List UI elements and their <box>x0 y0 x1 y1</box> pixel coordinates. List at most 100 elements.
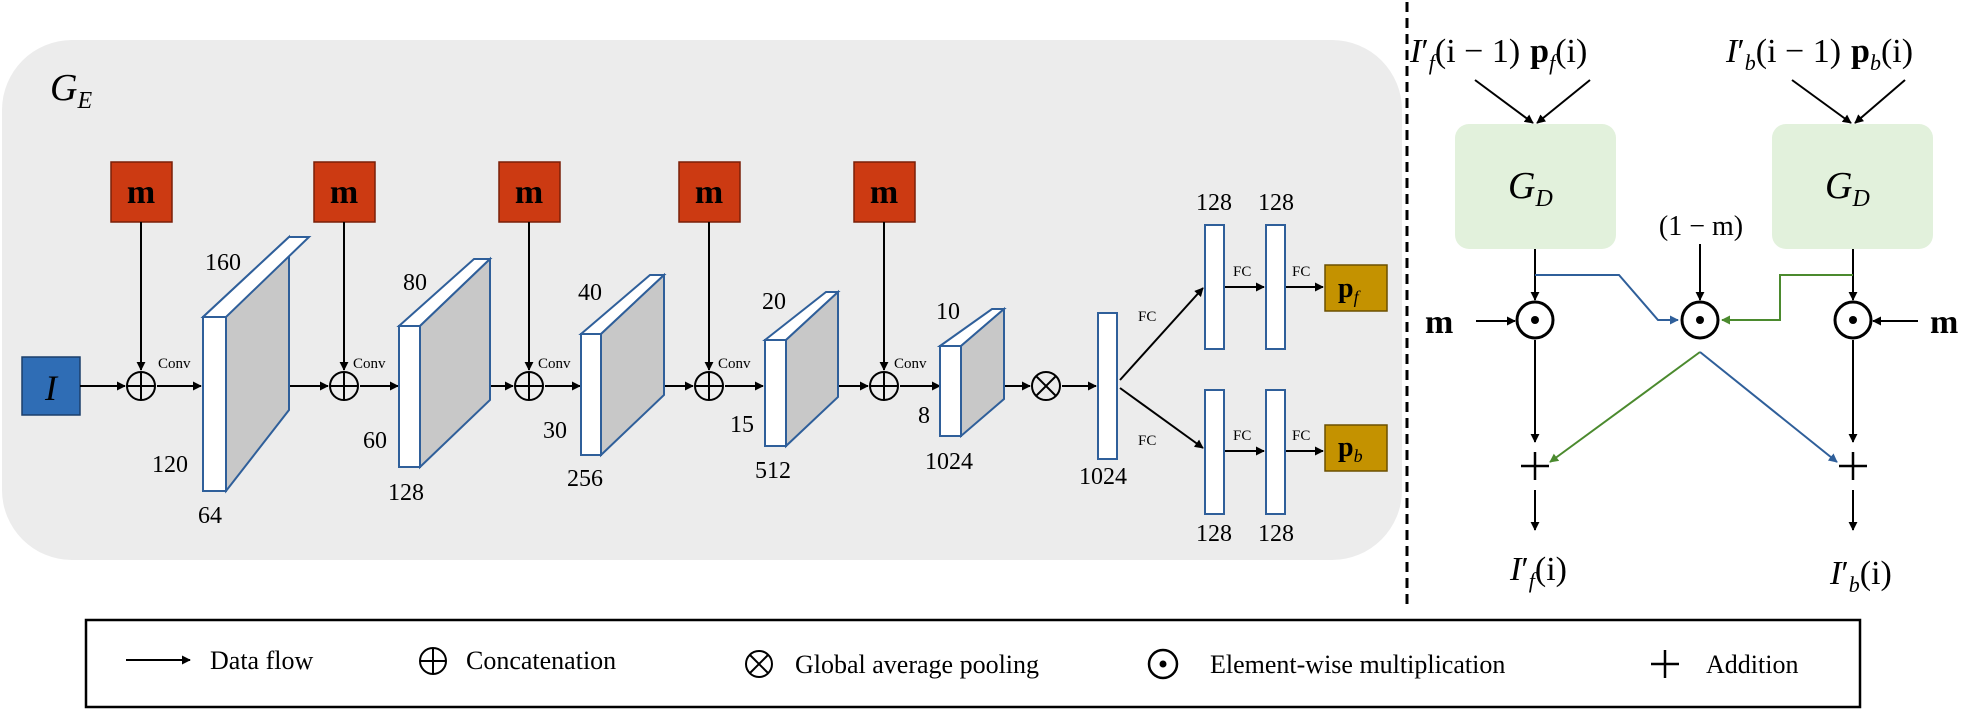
multiply-nodes <box>1515 300 1873 340</box>
fc-dim-upper-2: 128 <box>1258 190 1294 216</box>
legend-data-flow: Data flow <box>210 646 313 675</box>
input-arrow-left-1 <box>1474 79 1534 124</box>
green-path-to-center <box>1721 274 1853 325</box>
fc-label-upper-2: FC <box>1292 264 1310 280</box>
block-5-bottom-label: 1024 <box>925 449 973 475</box>
decoder-title-right: GD <box>1825 165 1870 212</box>
block-2-bottom-label: 128 <box>388 480 424 506</box>
pooled-vector <box>1097 312 1118 460</box>
fc-label-upper-1: FC <box>1233 264 1251 280</box>
conv-label-1: Conv <box>158 356 191 372</box>
decoder-box-left <box>1455 124 1616 249</box>
block-5-top-label: 10 <box>936 299 960 325</box>
green-path-to-left-add <box>1549 351 1701 463</box>
output-box-pb <box>1324 424 1388 472</box>
blue-path-to-center <box>1535 274 1679 325</box>
block-2-side-label: 60 <box>363 428 387 454</box>
pooling-icon <box>1031 371 1061 401</box>
input-arrow-right-1 <box>1791 79 1852 124</box>
mask-label-4: m <box>695 174 723 211</box>
legend-concatenation: Concatenation <box>466 646 616 675</box>
input-label: I <box>44 368 59 408</box>
decoder-mask-left-label: m <box>1425 304 1453 341</box>
fc-dim-lower-1: 128 <box>1196 521 1232 547</box>
fc-vector-lower-2 <box>1265 389 1286 515</box>
decoder-output-right: I′b(i) <box>1829 555 1892 597</box>
decoder-input-right: I′b(i − 1) pb(i) <box>1725 33 1913 75</box>
fc-label-upper-branch: FC <box>1138 309 1156 325</box>
decoder-box-right <box>1772 124 1933 249</box>
legend-pooling: Global average pooling <box>795 650 1039 679</box>
blue-path-to-right-add <box>1699 351 1838 463</box>
concat-symbols <box>126 371 899 401</box>
feature-block-3 <box>578 272 667 458</box>
decoder-mask-right-label: m <box>1930 304 1958 341</box>
input-arrow-left-2 <box>1536 79 1591 124</box>
decoder-output-left: I′f(i) <box>1509 551 1567 593</box>
pooled-vector-label: 1024 <box>1079 464 1127 490</box>
mask-box-4 <box>678 161 741 223</box>
fc-vector-upper-1 <box>1204 224 1225 350</box>
block-4-side-label: 15 <box>730 412 754 438</box>
concat-icon-4 <box>694 371 724 401</box>
mask-box-2 <box>313 161 376 223</box>
decoder-input-left: I′f(i − 1) pf(i) <box>1409 33 1587 75</box>
add-nodes <box>1521 452 1867 480</box>
legend-multiply-icon <box>1147 648 1179 680</box>
fc-vector-upper-2 <box>1265 224 1286 350</box>
conv-label-4: Conv <box>718 356 751 372</box>
mask-box-5 <box>853 161 916 223</box>
mask-boxes <box>110 161 916 223</box>
block-1-side-label: 120 <box>152 452 188 478</box>
legend-multiplication: Element-wise multiplication <box>1210 650 1505 679</box>
feature-block-2 <box>396 256 493 470</box>
legend-pooling-icon <box>745 650 773 678</box>
output-box-pf <box>1324 264 1388 312</box>
one-minus-mask-label: (1 − m) <box>1659 211 1743 242</box>
block-3-top-label: 40 <box>578 280 602 306</box>
fc-dim-upper-1: 128 <box>1196 190 1232 216</box>
feature-block-1 <box>200 234 312 494</box>
branch-arrow-upper <box>1119 287 1204 381</box>
add-icon-left <box>1521 452 1549 480</box>
legend-addition: Addition <box>1706 650 1798 679</box>
block-2-top-label: 80 <box>403 270 427 296</box>
decoder-title-left: GD <box>1508 165 1553 212</box>
mask-label-2: m <box>330 174 358 211</box>
concat-icon-3 <box>514 371 544 401</box>
conv-label-3: Conv <box>538 356 571 372</box>
concat-icon-2 <box>329 371 359 401</box>
legend-box <box>84 618 1862 709</box>
block-3-bottom-label: 256 <box>567 466 603 492</box>
branch-arrow-lower <box>1119 387 1204 449</box>
legend-add-icon <box>1651 650 1679 678</box>
concat-icon-5 <box>869 371 899 401</box>
mask-box-3 <box>498 161 561 223</box>
output-label-pf: pf <box>1338 273 1362 307</box>
mask-box-1 <box>110 161 173 223</box>
input-arrow-right-2 <box>1854 79 1906 124</box>
encoder-title: GE <box>50 67 92 114</box>
add-icon-right <box>1839 452 1867 480</box>
feature-block-4 <box>762 289 841 449</box>
fc-label-lower-branch: FC <box>1138 433 1156 449</box>
block-5-side-label: 8 <box>918 403 930 429</box>
conv-label-2: Conv <box>353 356 386 372</box>
fc-label-lower-2: FC <box>1292 428 1310 444</box>
block-3-side-label: 30 <box>543 418 567 444</box>
output-label-pb: pb <box>1338 432 1363 466</box>
block-4-bottom-label: 512 <box>755 458 791 484</box>
fc-label-lower-1: FC <box>1233 428 1251 444</box>
block-4-top-label: 20 <box>762 289 786 315</box>
mask-label-5: m <box>870 174 898 211</box>
fc-dim-lower-2: 128 <box>1258 521 1294 547</box>
block-1-top-label: 160 <box>205 250 241 276</box>
feature-block-5 <box>936 306 1007 439</box>
legend-concat-icon <box>419 647 447 675</box>
mask-label-1: m <box>127 174 155 211</box>
conv-label-5: Conv <box>894 356 927 372</box>
concat-icon-1 <box>126 371 156 401</box>
block-1-bottom-label: 64 <box>198 503 222 529</box>
mask-label-3: m <box>515 174 543 211</box>
